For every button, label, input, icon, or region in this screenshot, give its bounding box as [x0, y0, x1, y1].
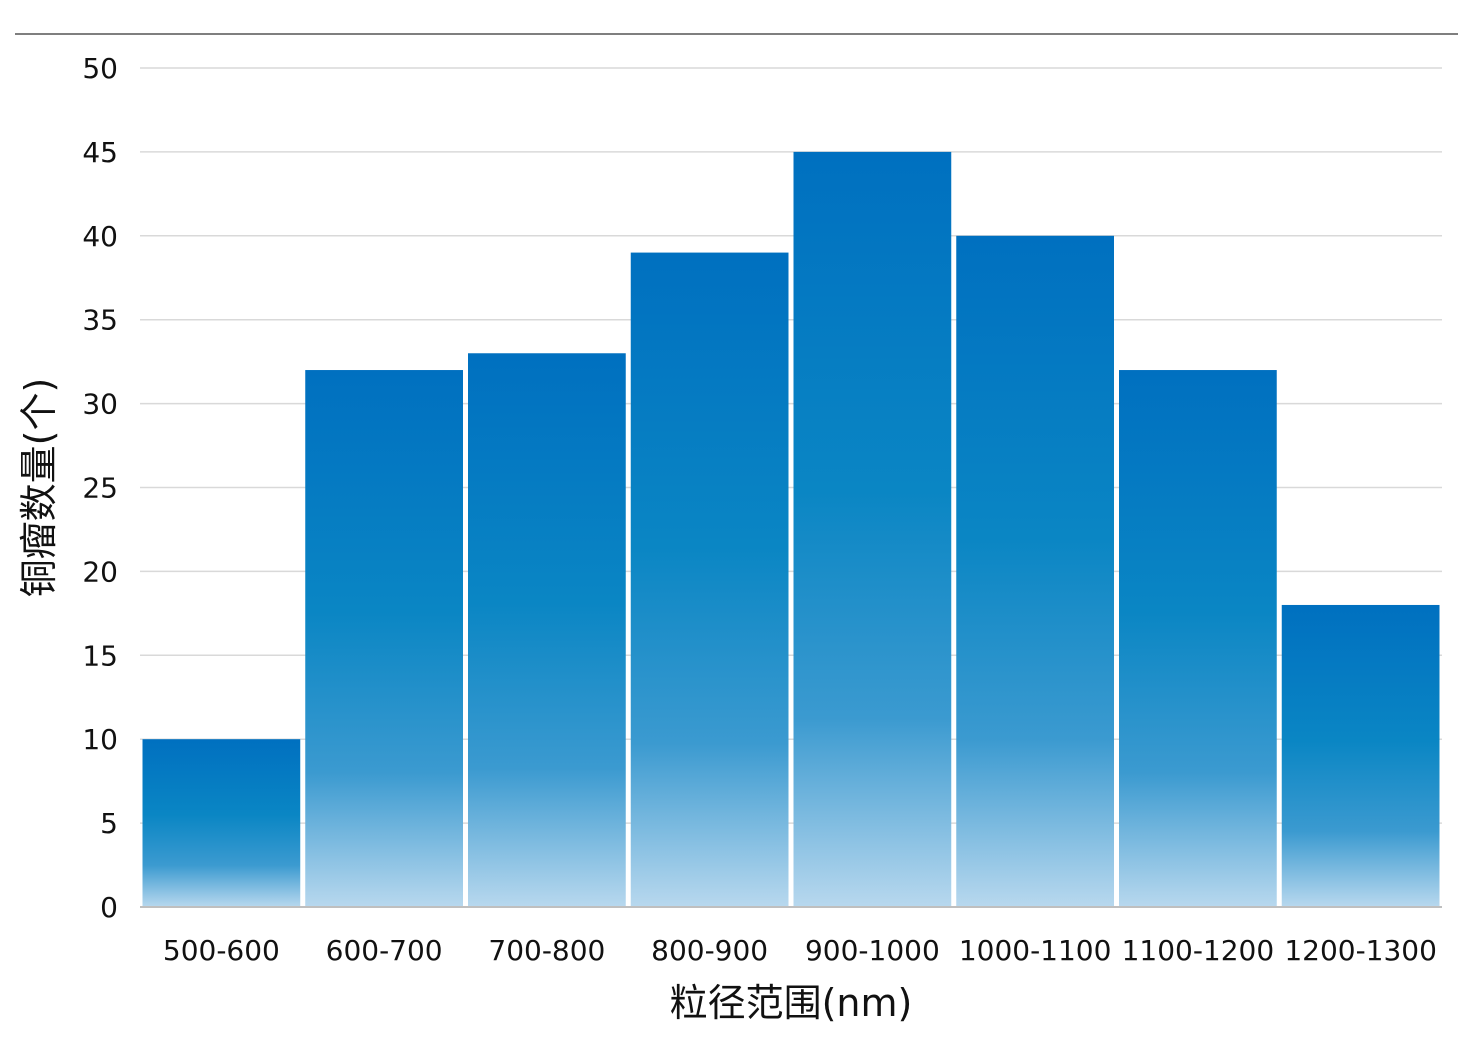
y-tick-label: 45	[82, 136, 118, 169]
bars	[142, 151, 1440, 908]
x-tick-label: 1000-1100	[959, 934, 1112, 967]
x-tick-label: 1100-1200	[1122, 934, 1275, 967]
bar-1100-1200	[1119, 370, 1277, 907]
x-tick-label: 1200-1300	[1284, 934, 1437, 967]
bar-500-600	[142, 739, 301, 907]
y-tick-label: 35	[82, 304, 118, 337]
bar-1200-1300	[1281, 604, 1440, 907]
y-axis-title: 铜瘤数量(个)	[17, 378, 61, 598]
bar-800-900	[630, 252, 789, 907]
y-tick-label: 40	[82, 220, 118, 253]
y-tick-labels: 0 5 10 15 20 25 30 35 40 45 50	[82, 52, 118, 924]
bar-1000-1100	[956, 235, 1114, 908]
bar-700-800	[468, 353, 626, 907]
x-tick-label: 800-900	[651, 934, 768, 967]
y-tick-label: 5	[100, 807, 118, 840]
x-tick-label: 600-700	[326, 934, 443, 967]
bar-900-1000	[793, 151, 952, 907]
x-tick-label: 500-600	[163, 934, 280, 967]
bar-600-700	[305, 370, 463, 907]
y-tick-label: 0	[100, 891, 118, 924]
y-tick-label: 50	[82, 52, 118, 85]
x-tick-label: 700-800	[488, 934, 605, 967]
y-tick-label: 10	[82, 723, 118, 756]
y-tick-label: 25	[82, 472, 118, 505]
x-tick-label: 900-1000	[805, 934, 940, 967]
y-tick-label: 30	[82, 388, 118, 421]
y-tick-label: 20	[82, 555, 118, 588]
x-axis-title: 粒径范围(nm)	[670, 981, 913, 1025]
y-tick-label: 15	[82, 639, 118, 672]
x-tick-labels: 500-600 600-700 700-800 800-900 900-1000 1000…	[163, 934, 1437, 967]
